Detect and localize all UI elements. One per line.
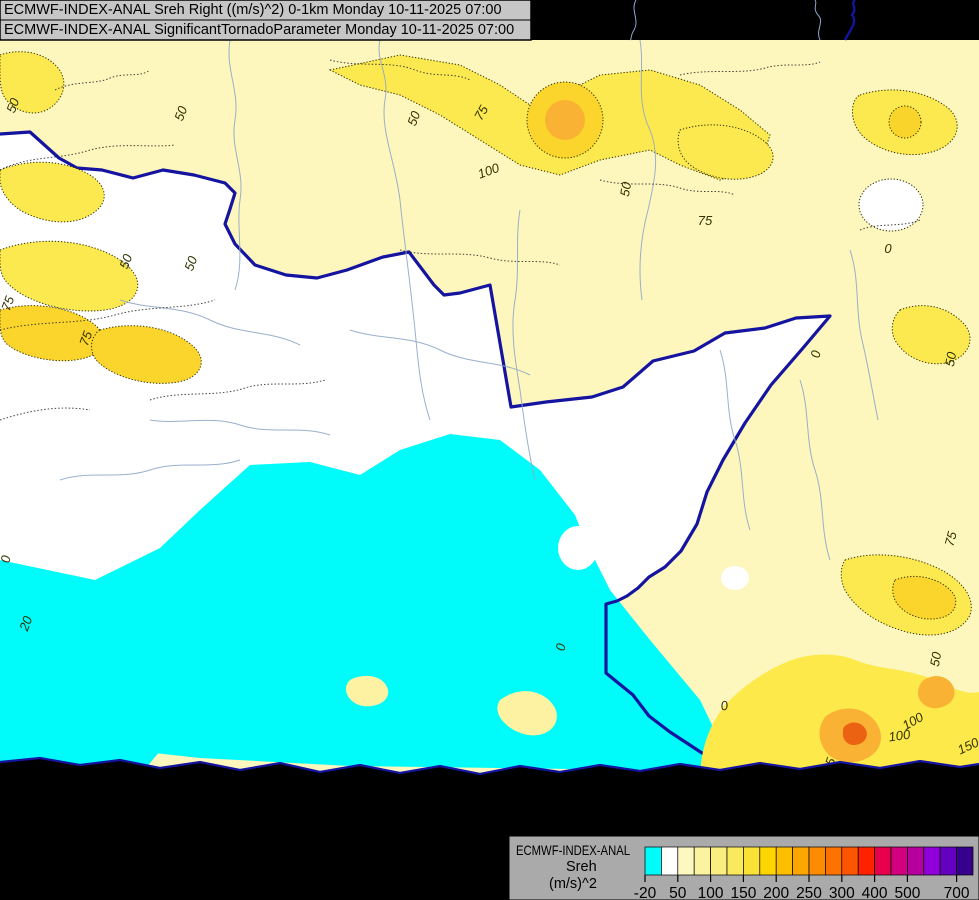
svg-text:400: 400 [862,885,888,900]
svg-text:-20: -20 [634,885,657,900]
svg-text:ECMWF-INDEX-ANAL Sreh Right ((: ECMWF-INDEX-ANAL Sreh Right ((m/s)^2) 0-… [4,2,502,18]
svg-text:0: 0 [884,241,892,256]
svg-text:ECMWF-INDEX-ANAL SignificantTo: ECMWF-INDEX-ANAL SignificantTornadoParam… [4,22,514,38]
svg-text:300: 300 [829,885,855,900]
svg-text:(m/s)^2: (m/s)^2 [549,876,597,892]
svg-text:500: 500 [894,885,920,900]
svg-text:ECMWF-INDEX-ANAL: ECMWF-INDEX-ANAL [516,842,630,858]
svg-text:100: 100 [888,727,912,745]
svg-text:250: 250 [796,885,822,900]
svg-text:Sreh: Sreh [566,859,597,875]
svg-text:150: 150 [730,885,756,900]
svg-text:200: 200 [763,885,789,900]
svg-text:50: 50 [669,885,687,900]
svg-text:75: 75 [698,213,713,228]
svg-text:700: 700 [944,885,970,900]
svg-text:100: 100 [698,885,724,900]
